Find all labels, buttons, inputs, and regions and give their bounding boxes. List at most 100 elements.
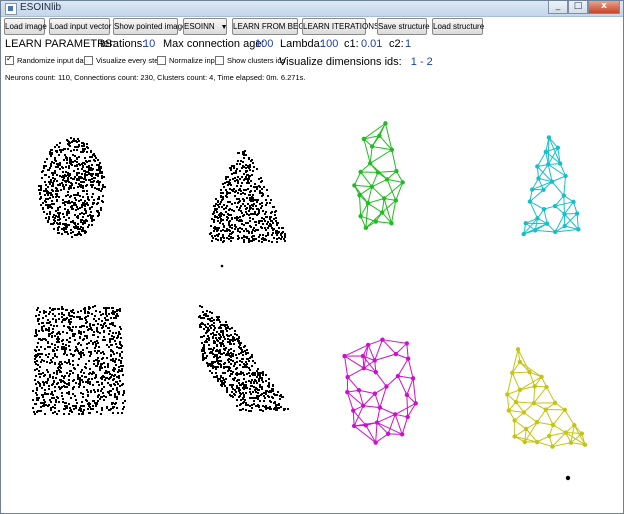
input-point bbox=[227, 338, 229, 340]
input-point bbox=[51, 200, 53, 202]
input-point bbox=[72, 231, 74, 233]
input-point bbox=[231, 391, 233, 393]
input-point bbox=[77, 311, 79, 313]
connection-edge bbox=[529, 189, 544, 202]
connection-edge bbox=[365, 425, 377, 443]
input-point bbox=[220, 384, 222, 386]
input-point bbox=[230, 370, 232, 372]
connection-edge bbox=[383, 198, 392, 224]
input-point bbox=[243, 189, 245, 191]
input-point bbox=[223, 367, 225, 369]
connection-edge bbox=[376, 407, 381, 423]
input-point bbox=[87, 196, 89, 198]
input-point bbox=[246, 373, 248, 375]
input-point bbox=[91, 164, 93, 166]
load-input-vector-button[interactable]: Load input vector bbox=[49, 18, 111, 35]
input-point bbox=[257, 405, 259, 407]
c2-input[interactable]: 1 bbox=[405, 38, 412, 50]
connection-edge bbox=[533, 386, 536, 404]
load-structure-button[interactable]: Load structure bbox=[432, 18, 484, 35]
input-point bbox=[94, 350, 96, 352]
show-cluster-ids-checkbox[interactable]: Show clusters ids bbox=[215, 56, 285, 65]
input-point bbox=[113, 378, 115, 380]
input-point bbox=[97, 389, 99, 391]
input-point bbox=[280, 238, 282, 240]
iterations-input[interactable]: 10 bbox=[143, 38, 156, 50]
max-age-input[interactable]: 100 bbox=[255, 38, 274, 50]
neuron-node bbox=[365, 200, 371, 206]
input-point bbox=[104, 372, 106, 374]
input-point bbox=[247, 188, 249, 190]
input-point bbox=[249, 169, 251, 171]
neuron-node bbox=[541, 187, 546, 192]
input-point bbox=[240, 342, 242, 344]
input-point bbox=[219, 378, 221, 380]
input-point bbox=[59, 218, 61, 220]
input-point bbox=[73, 408, 75, 410]
input-point bbox=[218, 319, 220, 321]
input-point bbox=[248, 214, 250, 216]
input-point bbox=[245, 164, 247, 166]
input-point bbox=[63, 314, 65, 316]
input-point bbox=[80, 392, 82, 394]
connection-edge bbox=[369, 149, 393, 164]
input-point bbox=[56, 163, 58, 165]
input-point bbox=[229, 188, 231, 190]
input-point bbox=[245, 167, 247, 169]
neuron-node bbox=[393, 351, 399, 357]
input-point bbox=[119, 347, 121, 349]
algorithm-select[interactable]: ESOINN ▼ bbox=[183, 18, 228, 35]
visualization-canvas[interactable] bbox=[1, 89, 623, 513]
visualize-every-step-checkbox[interactable]: Visualize every step bbox=[84, 56, 163, 65]
lambda-input[interactable]: 100 bbox=[320, 38, 339, 50]
visualize-dimensions-input[interactable]: 1 - 2 bbox=[410, 56, 433, 68]
normalize-input-checkbox[interactable]: Normalize input bbox=[157, 56, 221, 65]
connection-edge bbox=[564, 201, 574, 215]
input-point bbox=[260, 394, 262, 396]
input-point bbox=[242, 203, 244, 205]
show-pointed-image-button[interactable]: Show pointed image bbox=[113, 18, 187, 35]
input-point bbox=[230, 214, 232, 216]
input-point bbox=[248, 231, 250, 233]
connection-edge bbox=[363, 135, 380, 140]
learn-iterations-button[interactable]: LEARN ITERATIONS bbox=[302, 18, 379, 35]
input-point bbox=[225, 211, 227, 213]
close-icon[interactable]: x bbox=[588, 1, 620, 14]
input-point bbox=[49, 399, 51, 401]
input-point bbox=[56, 341, 58, 343]
input-point bbox=[91, 329, 93, 331]
randomize-checkbox[interactable]: Randomize input data bbox=[5, 54, 90, 65]
input-point bbox=[41, 329, 43, 331]
input-point bbox=[211, 312, 213, 314]
neuron-node bbox=[505, 392, 510, 397]
input-point bbox=[78, 409, 80, 411]
title-bar[interactable]: ESOINlib _ □ x bbox=[1, 1, 623, 17]
input-point bbox=[107, 391, 109, 393]
c1-input[interactable]: 0.01 bbox=[361, 38, 383, 50]
connection-edge bbox=[573, 425, 586, 445]
input-point bbox=[239, 207, 241, 209]
maximize-icon[interactable]: □ bbox=[568, 1, 588, 14]
input-point bbox=[77, 343, 79, 345]
input-point bbox=[255, 391, 257, 393]
input-point bbox=[256, 370, 258, 372]
load-image-button[interactable]: Load image bbox=[4, 18, 47, 35]
window-controls: _ □ x bbox=[548, 1, 620, 14]
input-point bbox=[112, 322, 114, 324]
input-point bbox=[80, 356, 82, 358]
c1-label: c1: bbox=[344, 38, 359, 50]
save-structure-button[interactable]: Save structure bbox=[377, 18, 430, 35]
learn-from-begin-button[interactable]: LEARN FROM BEGIN bbox=[232, 18, 313, 35]
input-point bbox=[123, 406, 125, 408]
minimize-icon[interactable]: _ bbox=[548, 1, 568, 14]
input-point bbox=[266, 223, 268, 225]
input-point bbox=[252, 218, 254, 220]
input-point bbox=[257, 229, 259, 231]
input-point bbox=[90, 408, 92, 410]
input-point bbox=[86, 337, 88, 339]
input-point bbox=[255, 186, 257, 188]
input-point bbox=[228, 192, 230, 194]
input-point bbox=[220, 239, 222, 241]
input-point bbox=[203, 344, 205, 346]
input-point bbox=[253, 199, 255, 201]
